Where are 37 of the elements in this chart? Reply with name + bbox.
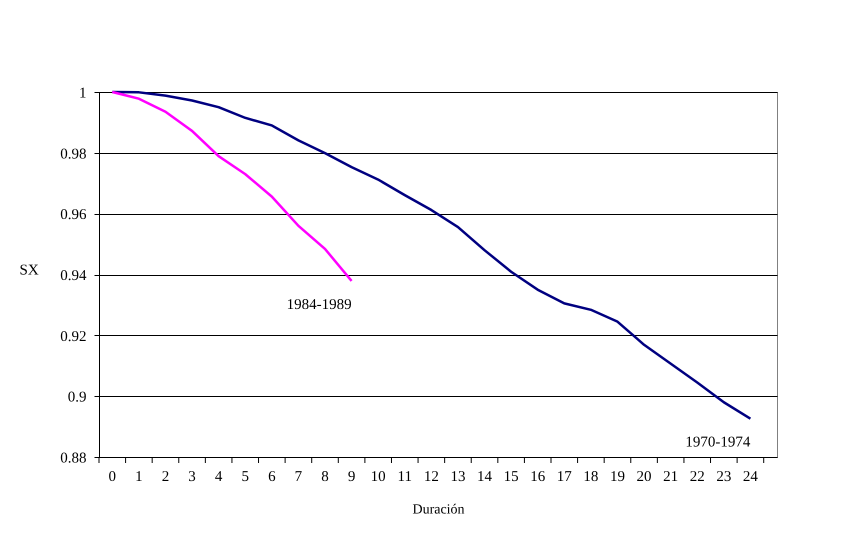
x-tick-label: 11 <box>398 469 412 485</box>
x-tick-label: 6 <box>268 469 276 485</box>
x-tick-label: 22 <box>690 469 705 485</box>
x-tick-label: 5 <box>241 469 249 485</box>
x-tick-label: 20 <box>636 469 652 485</box>
x-tick-label: 24 <box>742 469 758 485</box>
x-tick-label: 23 <box>716 469 732 485</box>
y-tick-label: 0.88 <box>60 450 86 466</box>
x-tick-label: 8 <box>321 469 329 485</box>
y-tick-label: 1 <box>79 86 86 102</box>
x-tick-label: 14 <box>477 469 493 485</box>
x-tick-label: 13 <box>450 469 466 485</box>
line-series <box>111 90 353 282</box>
x-tick-label: 0 <box>108 469 116 485</box>
y-tick-label: 0.92 <box>60 328 86 345</box>
y-tick-label: 0.9 <box>68 390 86 406</box>
x-tick-label: 16 <box>530 469 546 485</box>
x-tick-label: 3 <box>188 469 196 485</box>
x-tick-label: 15 <box>504 469 519 485</box>
x-tick-label: 10 <box>370 469 386 485</box>
x-tick-label: 18 <box>583 469 598 485</box>
x-tick-label: 7 <box>294 469 303 485</box>
x-tick-label: 21 <box>663 469 678 485</box>
x-tick-label: 12 <box>424 469 439 485</box>
y-tick-label: 0.96 <box>60 207 87 224</box>
y-tick-label: 0.98 <box>60 146 86 162</box>
x-tick-label: 2 <box>162 469 170 485</box>
x-tick-label: 17 <box>556 469 572 485</box>
x-tick-label: 9 <box>348 469 356 485</box>
x-tick-label: 1 <box>135 469 143 485</box>
series-label: 1970-1974 <box>685 434 751 451</box>
x-tick-label: 19 <box>610 469 625 485</box>
x-axis-title: Duración <box>412 502 465 518</box>
y-axis-title: SX <box>20 262 39 278</box>
series-label: 1984-1989 <box>286 296 352 313</box>
x-tick-label: 4 <box>214 469 223 485</box>
y-tick-label: 0.94 <box>60 268 87 284</box>
